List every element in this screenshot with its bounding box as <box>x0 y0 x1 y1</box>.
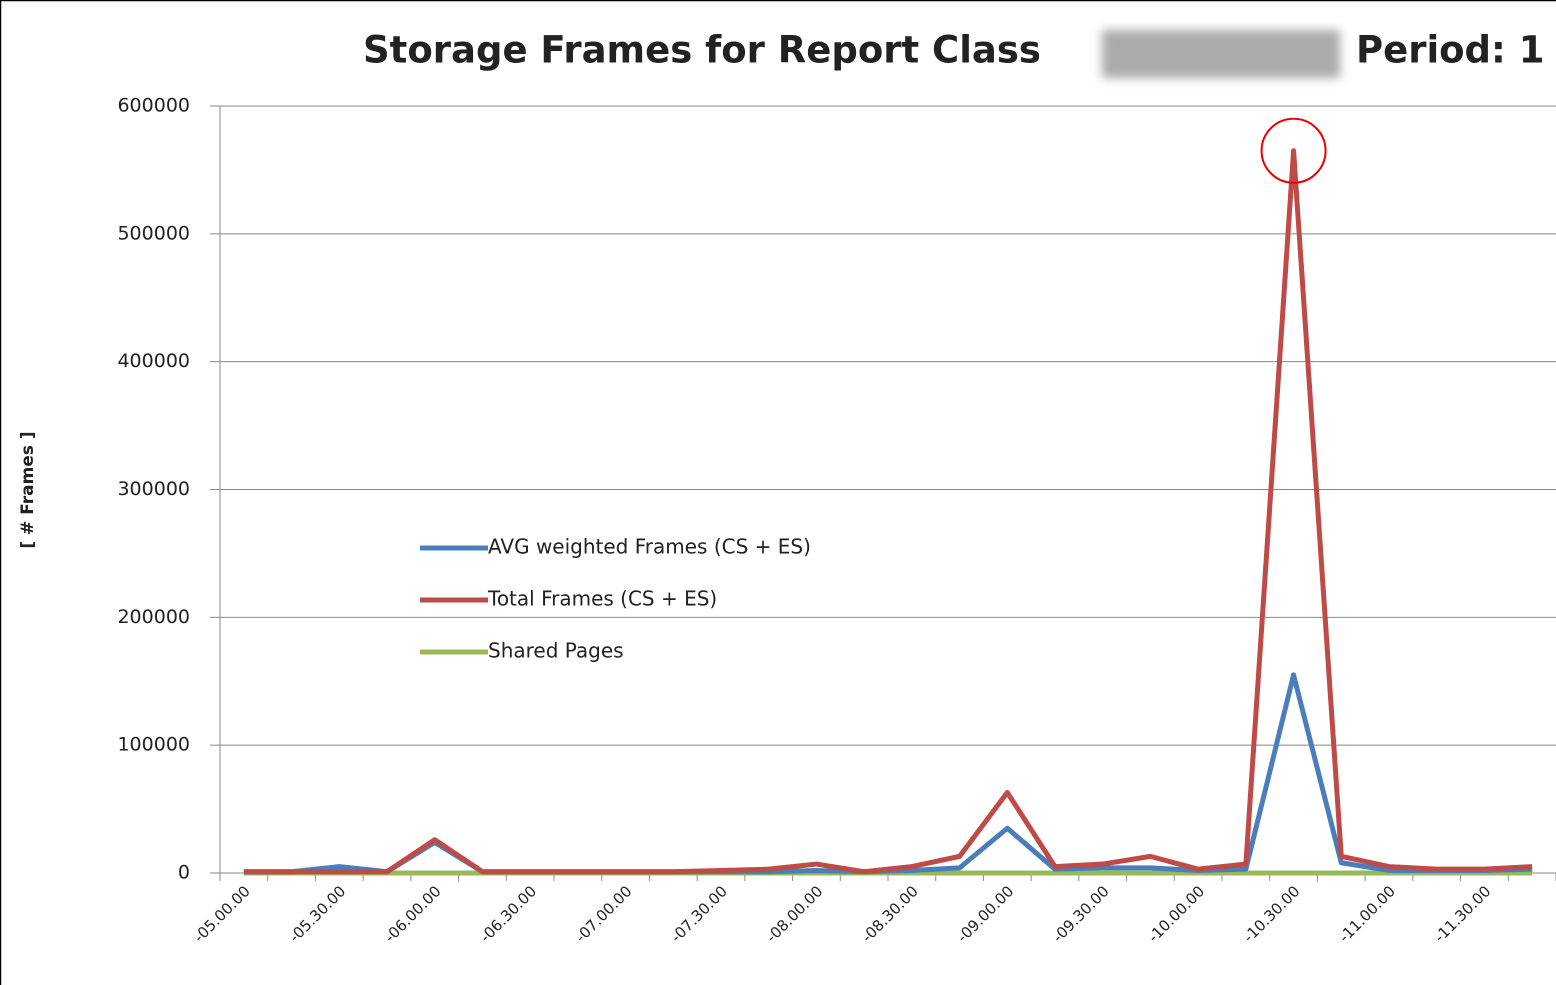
chart-title: Storage Frames for Report Class <box>363 29 1041 72</box>
legend-label: Shared Pages <box>488 639 624 663</box>
legend-label: AVG weighted Frames (CS + ES) <box>488 535 811 559</box>
chart-title-suffix: Period: 1 <box>1356 29 1544 72</box>
highlight-circle <box>1260 117 1327 184</box>
y-axis-label: [ # Frames ] <box>18 431 38 548</box>
y-tick-label: 400000 <box>117 350 190 372</box>
redacted <box>1102 30 1340 78</box>
y-tick-label: 0 <box>178 862 190 884</box>
y-tick-label: 200000 <box>117 606 190 628</box>
legend-label: Total Frames (CS + ES) <box>487 587 717 611</box>
y-tick-label: 300000 <box>117 478 190 500</box>
series-line <box>243 148 1533 875</box>
y-tick-label: 100000 <box>117 734 190 756</box>
y-tick-label: 600000 <box>117 95 190 117</box>
y-tick-label: 500000 <box>117 222 190 244</box>
